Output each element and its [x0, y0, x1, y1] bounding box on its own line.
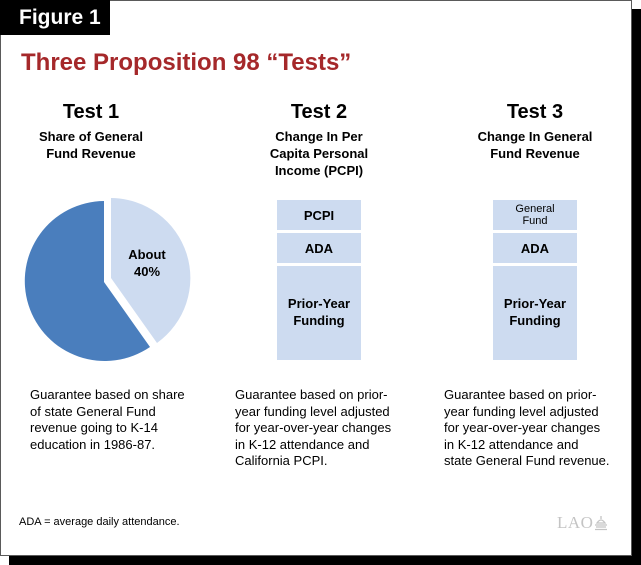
test-2-description: Guarantee based on prior- year funding l… — [235, 387, 392, 468]
test-1-description: Guarantee based on share of state Genera… — [30, 387, 185, 452]
figure-title: Three Proposition 98 “Tests” — [21, 49, 352, 76]
logo-text: LAO — [557, 513, 594, 532]
capitol-dome-icon — [595, 516, 608, 531]
test-2-heading: Test 2 — [290, 101, 348, 123]
test-2-header: Test 2 Change In Per Capita Personal Inc… — [244, 100, 394, 179]
test-3-heading: Test 3 — [506, 101, 564, 123]
pie-slice-remainder — [24, 201, 150, 361]
test-3-stack: General Fund ADA Prior-Year Funding — [493, 200, 577, 360]
test-1-heading: Test 1 — [62, 101, 120, 123]
test-3-header: Test 3 Change In General Fund Revenue — [460, 100, 610, 162]
stack-segment-pcpi: PCPI — [277, 200, 361, 230]
test-1-header: Test 1 Share of General Fund Revenue — [21, 100, 161, 162]
stack-segment-ada: ADA — [277, 233, 361, 263]
stack-segment-prior-year-funding: Prior-Year Funding — [493, 266, 577, 360]
test-2-stack: PCPI ADA Prior-Year Funding — [277, 200, 361, 360]
pie-slice-40-percent — [111, 198, 191, 343]
footnote: ADA = average daily attendance. — [19, 516, 180, 528]
stack-segment-ada: ADA — [493, 233, 577, 263]
lao-logo: LAO — [557, 513, 608, 533]
test-3-description: Guarantee based on prior- year funding l… — [444, 387, 610, 468]
figure-tab: Figure 1 — [0, 0, 110, 35]
stack-segment-general-fund: General Fund — [493, 200, 577, 230]
test-2-subheading: Change In Per Capita Personal Income (PC… — [269, 129, 369, 178]
test-3-subheading: Change In General Fund Revenue — [477, 129, 593, 161]
pie-label: About 40% — [128, 247, 166, 279]
test-1-subheading: Share of General Fund Revenue — [38, 129, 144, 161]
stack-segment-prior-year-funding: Prior-Year Funding — [277, 266, 361, 360]
